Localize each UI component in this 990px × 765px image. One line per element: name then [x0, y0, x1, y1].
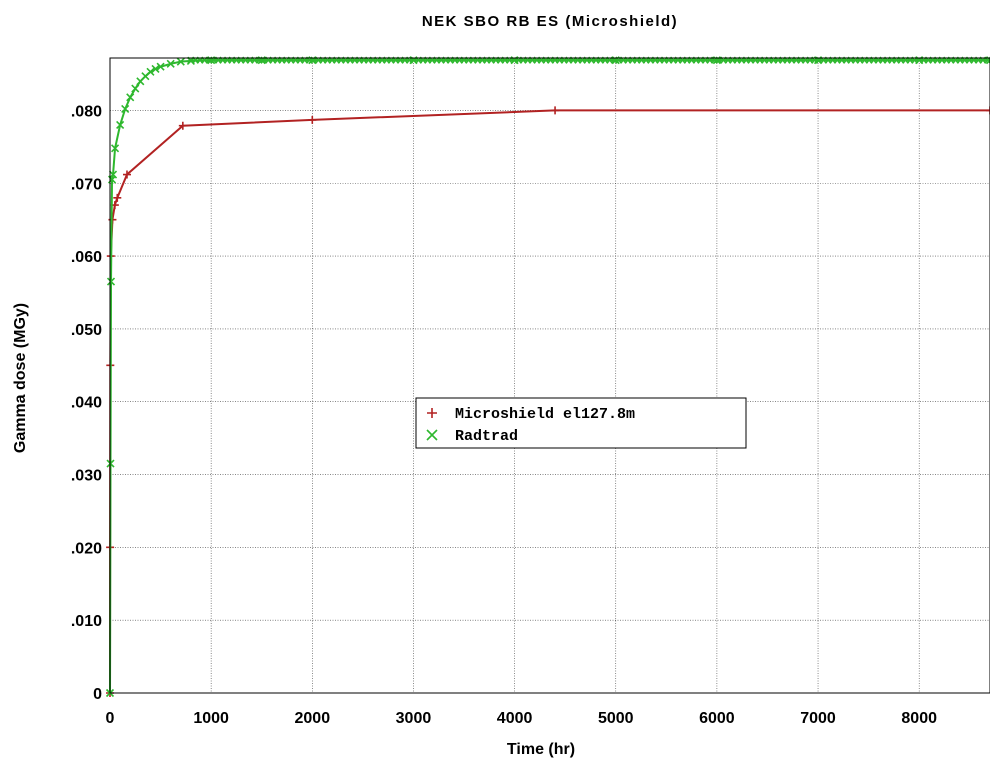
plot-frame [109, 57, 990, 694]
x-tick-label: 2000 [295, 710, 331, 727]
data-point [121, 104, 130, 114]
y-tick-label: 0 [93, 686, 102, 703]
x-tick-label: 7000 [800, 710, 836, 727]
x-tick-label: 3000 [396, 710, 432, 727]
series-line [109, 59, 990, 694]
data-point [426, 429, 438, 441]
legend: Microshield el127.8m Radtrad [415, 397, 747, 449]
data-point [156, 62, 165, 71]
tick-labels: 0 1000 2000 3000 4000 5000 6000 7000 8000 0 .010 .0… [71, 103, 937, 727]
y-axis-label: Gamma dose (MGy) [12, 303, 29, 453]
data-point [108, 170, 118, 179]
y-tick-label: .050 [71, 322, 102, 339]
y-tick-label: .030 [71, 468, 102, 485]
data-point [151, 64, 160, 73]
data-point [106, 277, 116, 286]
data-point [131, 84, 140, 93]
data-point [113, 193, 122, 202]
data-point [166, 59, 175, 68]
data-point [110, 144, 120, 153]
x-tick-label: 4000 [497, 710, 533, 727]
x-tick-label: 0 [106, 710, 115, 727]
x-tick-label: 6000 [699, 710, 735, 727]
data-point [176, 57, 185, 66]
data-point [116, 120, 125, 130]
x-tick-label: 5000 [598, 710, 634, 727]
data-point [106, 459, 115, 468]
y-tick-label: .080 [71, 103, 102, 120]
y-tick-label: .010 [71, 613, 102, 630]
series-2 [105, 56, 990, 698]
series-layer [105, 56, 990, 698]
data-point [178, 121, 187, 130]
y-tick-label: .040 [71, 395, 102, 412]
y-tick-label: .020 [71, 540, 102, 557]
data-point [126, 93, 135, 102]
y-tick-label: .060 [71, 249, 102, 266]
data-point [427, 408, 437, 418]
legend-label: Microshield el127.8m [455, 406, 635, 423]
data-point [551, 106, 560, 115]
x-axis-label: Time (hr) [507, 741, 575, 758]
data-point [986, 106, 990, 115]
chart-title: NEK SBO RB ES (Microshield) [422, 13, 678, 30]
data-point [146, 67, 155, 76]
x-tick-label: 8000 [901, 710, 937, 727]
x-tick-label: 1000 [193, 710, 229, 727]
data-point [122, 170, 131, 179]
y-tick-label: .070 [71, 176, 102, 193]
data-point [308, 115, 317, 124]
legend-box [415, 397, 747, 449]
legend-label: Radtrad [455, 428, 518, 445]
grid-lines [110, 58, 990, 693]
